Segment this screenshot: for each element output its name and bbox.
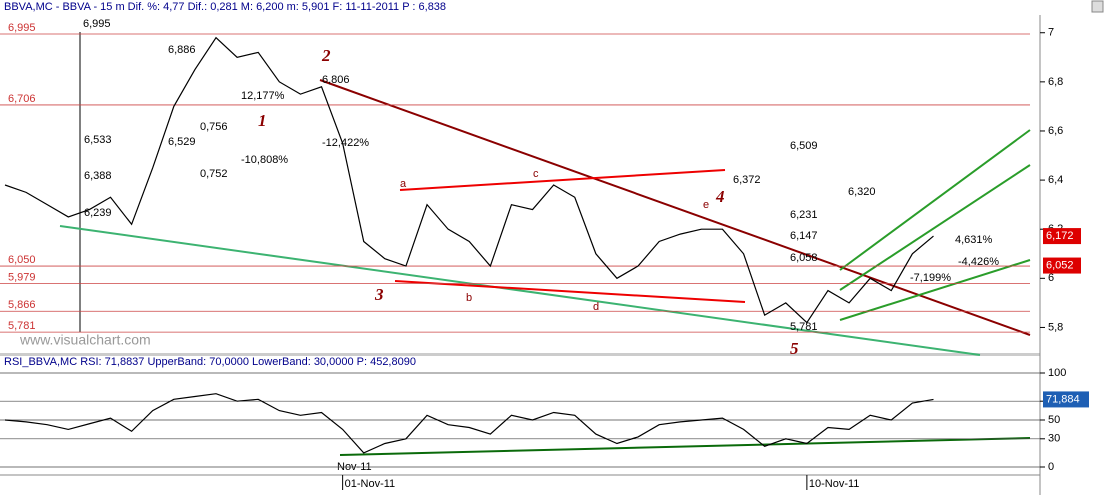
chart-title: BBVA,MC - BBVA - 15 m Dif. %: 4,77 Dif.:… (4, 1, 446, 13)
annotation: 12,177% (241, 90, 285, 102)
watermark: www.visualchart.com (19, 332, 151, 348)
annotation: 6,806 (322, 74, 350, 86)
annotation: 6,058 (790, 252, 818, 264)
y-tick-label: 7 (1048, 27, 1054, 39)
annotation: 6,995 (83, 18, 111, 30)
level-label: 5,979 (8, 271, 36, 283)
price-box-label: 6,172 (1046, 230, 1074, 242)
wave-label: 1 (258, 111, 267, 130)
wave-label: 3 (374, 285, 384, 304)
trend-line (399, 169, 726, 191)
panel-separator (0, 353, 1040, 356)
wave-label: 5 (790, 339, 799, 358)
y-tick-label: 100 (1048, 367, 1066, 379)
y-tick-label: 6 (1048, 272, 1054, 284)
annotation: 6,372 (733, 174, 761, 186)
price-box (1043, 228, 1081, 245)
y-tick-label: 6,6 (1048, 125, 1063, 137)
annotation: 0,756 (200, 121, 228, 133)
annotation: 6,231 (790, 209, 818, 221)
chart-title: RSI_BBVA,MC RSI: 71,8837 UpperBand: 70,0… (4, 356, 416, 368)
level-label: 6,706 (8, 93, 36, 105)
annotation: 6,533 (84, 134, 112, 146)
annotation: -10,808% (241, 154, 288, 166)
annotation: 0,752 (200, 168, 228, 180)
annotation: 4,631% (955, 234, 993, 246)
price-box-label: 6,052 (1046, 259, 1074, 271)
price-line (4, 393, 934, 454)
annotation: -7,199% (910, 272, 951, 284)
annotation: e (703, 199, 709, 211)
annotation: 6,529 (168, 136, 196, 148)
trend-line (319, 79, 1031, 336)
trend-line (839, 164, 1031, 291)
annotation: 6,886 (168, 44, 196, 56)
trend-line (339, 437, 1031, 456)
x-tick-label: 01-Nov-11 (345, 478, 396, 490)
trend-line (839, 129, 1031, 271)
level-label: 6,050 (8, 254, 36, 266)
level-label: 5,781 (8, 320, 36, 332)
annotation: b (466, 292, 472, 304)
value-box (1043, 391, 1089, 408)
annotation: a (400, 178, 407, 190)
annotation: -4,426% (958, 256, 999, 268)
y-tick-label: 30 (1048, 433, 1060, 445)
annotation: 6,509 (790, 140, 818, 152)
level-label: 5,866 (8, 299, 36, 311)
price-box (1043, 257, 1081, 274)
price-line (4, 36, 934, 324)
y-tick-label: 6,4 (1048, 174, 1063, 186)
annotation: 6,388 (84, 170, 112, 182)
level-label: 6,995 (8, 22, 36, 34)
x-tick-label: 10-Nov-11 (809, 478, 860, 490)
trend-line (59, 225, 981, 356)
y-tick-label: 50 (1048, 414, 1060, 426)
annotation: 6,239 (84, 207, 112, 219)
annotation: -12,422% (322, 137, 369, 149)
wave-label: 2 (321, 46, 331, 65)
annotation: c (533, 168, 539, 180)
y-tick-label: 5,8 (1048, 321, 1063, 333)
annotation: 5,781 (790, 321, 818, 333)
annotation: 6,320 (848, 186, 876, 198)
y-tick-label: 6,8 (1048, 76, 1063, 88)
trend-line (839, 259, 1031, 321)
trend-line (394, 280, 746, 303)
annotation: 6,147 (790, 230, 818, 242)
close-button[interactable] (1091, 0, 1104, 13)
annotation: d (593, 301, 599, 313)
wave-label: 4 (715, 187, 725, 206)
value-box-label: 71,884 (1046, 393, 1080, 405)
y-tick-label: 0 (1048, 461, 1054, 473)
